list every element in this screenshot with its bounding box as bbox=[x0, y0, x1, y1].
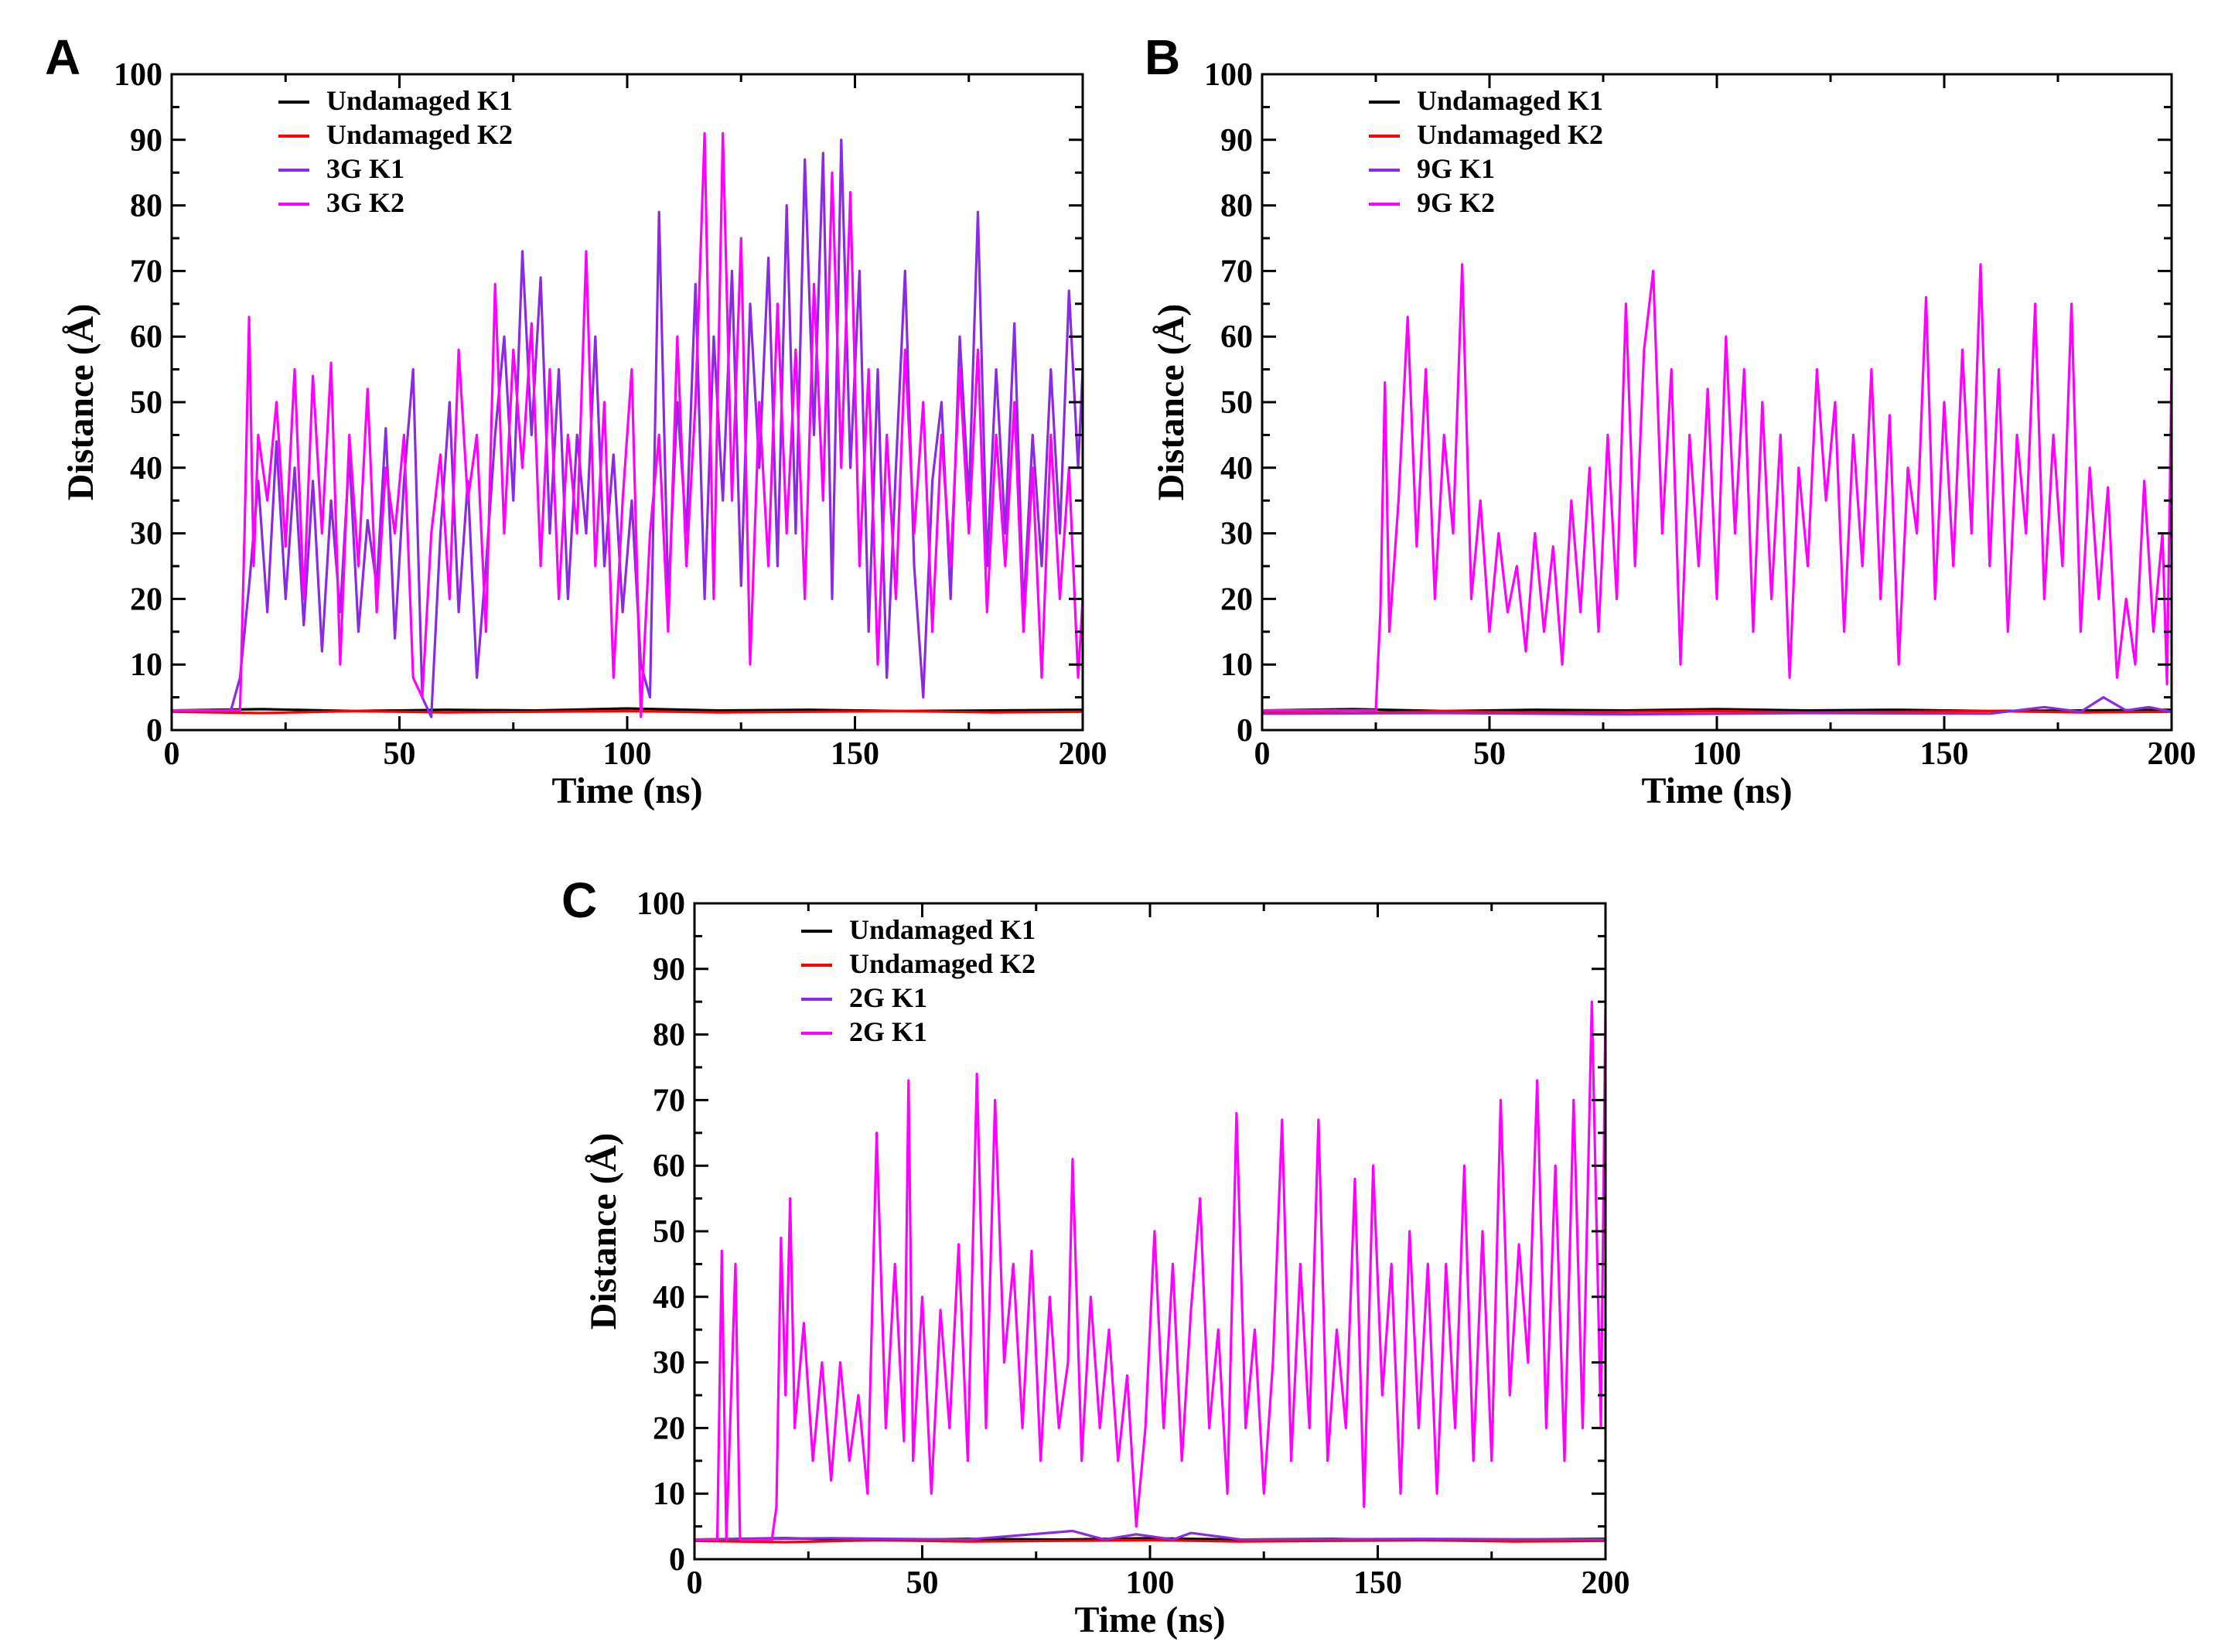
series-line-4 bbox=[172, 131, 1083, 718]
x-tick-label: 200 bbox=[1059, 736, 1107, 772]
y-tick-label: 20 bbox=[653, 1411, 685, 1446]
y-axis-title: Distance (Å) bbox=[583, 1133, 624, 1330]
x-tick-label: 200 bbox=[1582, 1565, 1630, 1601]
y-tick-label: 60 bbox=[1220, 319, 1253, 355]
series-line-4 bbox=[694, 1000, 1605, 1541]
legend-label: Undamaged K1 bbox=[326, 85, 513, 116]
x-axis-title: Time (ns) bbox=[1641, 770, 1792, 811]
y-tick-label: 10 bbox=[653, 1476, 685, 1512]
y-tick-label: 90 bbox=[653, 952, 685, 988]
y-tick-label: 20 bbox=[1220, 582, 1253, 617]
y-tick-label: 30 bbox=[130, 517, 162, 552]
legend-label: 3G K1 bbox=[326, 153, 404, 184]
x-tick-label: 50 bbox=[906, 1565, 939, 1601]
y-axis-title: Distance (Å) bbox=[1151, 304, 1192, 501]
y-tick-label: 50 bbox=[130, 385, 162, 421]
y-tick-label: 0 bbox=[146, 713, 162, 749]
x-axis-title: Time (ns) bbox=[1074, 1599, 1225, 1640]
y-tick-label: 40 bbox=[653, 1280, 685, 1316]
x-tick-label: 100 bbox=[1693, 736, 1742, 772]
legend-label: Undamaged K2 bbox=[849, 948, 1036, 979]
y-axis-title: Distance (Å) bbox=[60, 304, 101, 501]
y-tick-label: 80 bbox=[653, 1018, 685, 1053]
x-tick-label: 100 bbox=[1126, 1565, 1175, 1601]
y-tick-label: 40 bbox=[1220, 451, 1253, 486]
series-line-3 bbox=[172, 138, 1083, 718]
series-line-2 bbox=[1262, 709, 2172, 715]
legend-label: Undamaged K2 bbox=[326, 119, 513, 150]
y-tick-label: 60 bbox=[653, 1149, 685, 1184]
chart-panel-a: A0 50 100 150 2000102030405060708090100Time … bbox=[45, 29, 1107, 811]
x-tick-label: 50 bbox=[1473, 736, 1506, 772]
chart-panel-b: B0 50 100 150 2000102030405060708090100Time … bbox=[1145, 29, 2196, 811]
y-tick-label: 10 bbox=[130, 647, 162, 683]
plot-frame bbox=[1261, 73, 2173, 732]
y-tick-label: 100 bbox=[636, 886, 685, 922]
x-tick-label: 0 bbox=[1254, 736, 1271, 772]
x-tick-label: 0 bbox=[687, 1565, 703, 1601]
y-tick-label: 50 bbox=[1220, 385, 1253, 421]
y-tick-label: 20 bbox=[130, 582, 162, 617]
legend-label: Undamaged K1 bbox=[849, 914, 1036, 945]
y-tick-label: 70 bbox=[1220, 254, 1253, 289]
legend-label: 3G K2 bbox=[326, 187, 404, 218]
legend-label: 2G K1 bbox=[849, 1016, 927, 1047]
y-tick-label: 50 bbox=[653, 1214, 685, 1250]
plot-frame bbox=[170, 73, 1084, 732]
series-line-4 bbox=[1262, 263, 2172, 712]
legend-label: Undamaged K2 bbox=[1417, 119, 1603, 150]
x-tick-label: 150 bbox=[1920, 736, 1969, 772]
y-tick-label: 90 bbox=[1220, 123, 1253, 159]
y-tick-label: 0 bbox=[669, 1542, 685, 1578]
x-tick-label: 100 bbox=[603, 736, 652, 772]
y-tick-label: 10 bbox=[1220, 647, 1253, 683]
x-axis-title: Time (ns) bbox=[551, 770, 702, 811]
legend-label: 9G K2 bbox=[1417, 187, 1495, 218]
x-tick-label: 50 bbox=[384, 736, 416, 772]
x-tick-label: 0 bbox=[164, 736, 180, 772]
series-line-3 bbox=[1262, 696, 2172, 716]
y-tick-label: 100 bbox=[1204, 57, 1253, 93]
y-tick-label: 80 bbox=[130, 189, 162, 224]
legend-label: Undamaged K1 bbox=[1417, 85, 1603, 116]
panel-letter: A bbox=[45, 29, 80, 85]
y-tick-label: 0 bbox=[1237, 713, 1253, 749]
legend-label: 9G K1 bbox=[1417, 153, 1495, 184]
y-tick-label: 60 bbox=[130, 319, 162, 355]
y-tick-label: 30 bbox=[1220, 517, 1253, 552]
x-tick-label: 150 bbox=[831, 736, 879, 772]
plot-frame bbox=[693, 902, 1607, 1561]
legend-label: 2G K1 bbox=[849, 982, 927, 1013]
y-tick-label: 70 bbox=[653, 1083, 685, 1118]
series-line-2 bbox=[694, 1538, 1605, 1544]
chart-panel-c: C0 50 100 150 2000102030405060708090100Time … bbox=[561, 872, 1630, 1640]
y-tick-label: 100 bbox=[114, 57, 162, 93]
panel-letter: B bbox=[1145, 29, 1180, 85]
y-tick-label: 90 bbox=[130, 123, 162, 159]
panel-letter: C bbox=[561, 872, 597, 928]
y-tick-label: 70 bbox=[130, 254, 162, 289]
x-tick-label: 200 bbox=[2148, 736, 2196, 772]
y-tick-label: 80 bbox=[1220, 189, 1253, 224]
x-tick-label: 150 bbox=[1353, 1565, 1402, 1601]
series-line-3 bbox=[694, 1529, 1605, 1541]
y-tick-label: 40 bbox=[130, 451, 162, 486]
y-tick-label: 30 bbox=[653, 1346, 685, 1381]
series-line-2 bbox=[172, 709, 1083, 715]
